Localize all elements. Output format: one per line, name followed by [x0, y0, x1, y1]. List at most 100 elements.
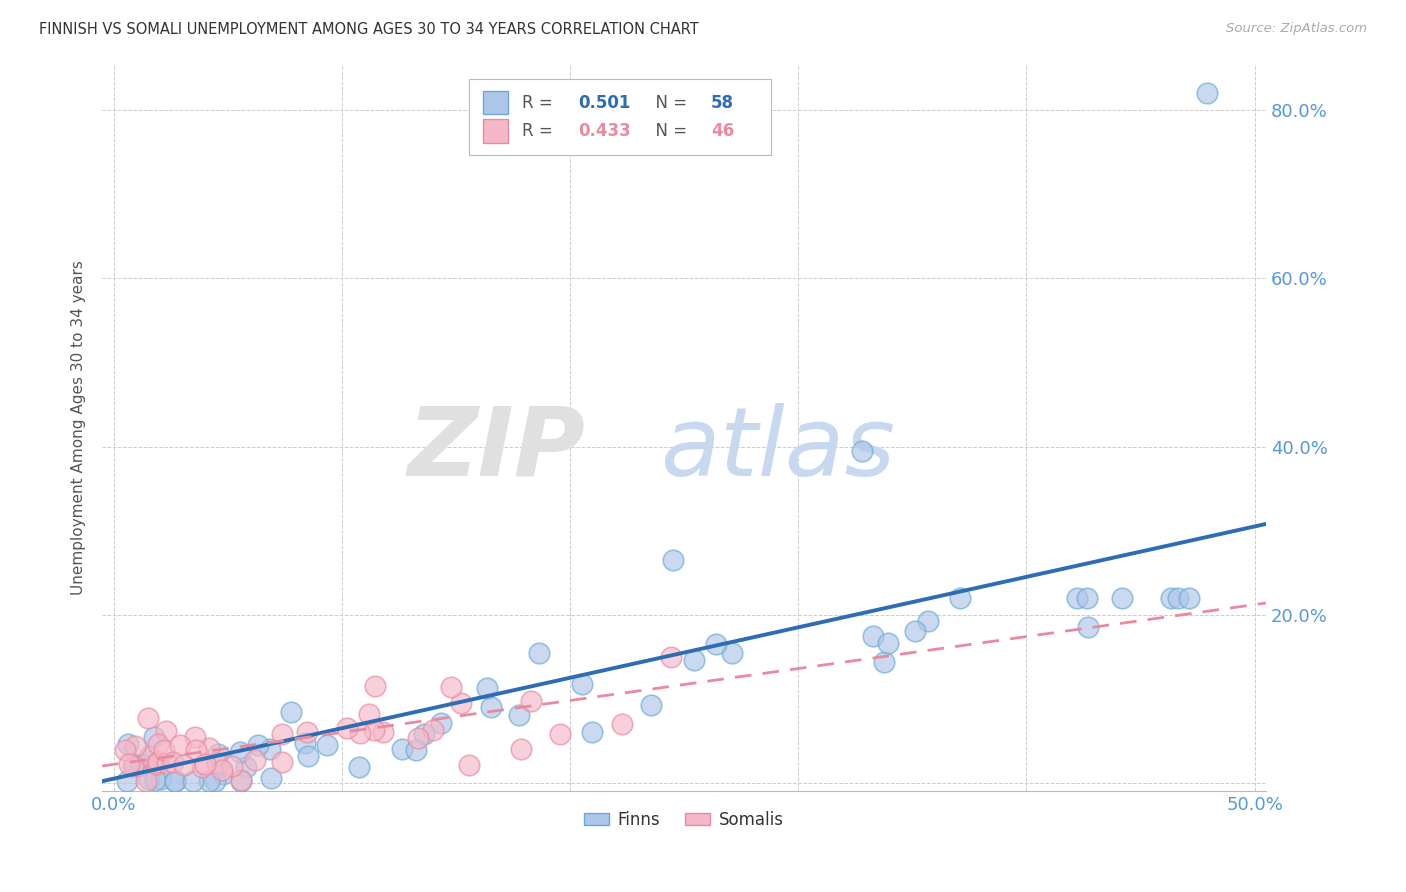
Finns: [280, 706, 302, 720]
Finns: [165, 774, 187, 789]
Finns: [508, 708, 530, 723]
Bar: [482, 120, 509, 143]
Finns: [1066, 591, 1088, 605]
Somalis: [221, 759, 243, 773]
Somalis: [422, 723, 444, 737]
Finns: [412, 727, 434, 741]
Somalis: [146, 756, 169, 771]
Finns: [475, 681, 498, 695]
Finns: [259, 741, 281, 756]
Somalis: [184, 743, 207, 757]
Text: N =: N =: [644, 122, 692, 140]
Finns: [228, 745, 250, 759]
Somalis: [190, 760, 212, 774]
Somalis: [169, 738, 191, 752]
Somalis: [135, 774, 157, 789]
Somalis: [295, 725, 318, 739]
Text: atlas: atlas: [659, 403, 894, 496]
Somalis: [270, 755, 292, 769]
Somalis: [439, 680, 461, 694]
Somalis: [519, 694, 541, 708]
Somalis: [114, 743, 136, 757]
Somalis: [229, 772, 252, 787]
Somalis: [450, 696, 472, 710]
Text: Source: ZipAtlas.com: Source: ZipAtlas.com: [1226, 22, 1367, 36]
Somalis: [138, 748, 160, 763]
Text: 0.501: 0.501: [578, 94, 630, 112]
Somalis: [173, 757, 195, 772]
Finns: [294, 735, 316, 749]
Finns: [904, 624, 927, 639]
Y-axis label: Unemployment Among Ages 30 to 34 years: Unemployment Among Ages 30 to 34 years: [72, 260, 86, 595]
Finns: [479, 699, 502, 714]
Finns: [1111, 591, 1133, 605]
Somalis: [194, 756, 217, 771]
Finns: [127, 759, 149, 773]
Finns: [704, 636, 727, 650]
Finns: [117, 737, 139, 751]
Finns: [297, 749, 319, 764]
Finns: [1167, 591, 1189, 605]
Text: 46: 46: [711, 122, 734, 140]
Text: R =: R =: [523, 122, 558, 140]
Somalis: [610, 717, 633, 731]
Finns: [115, 774, 138, 789]
Somalis: [336, 721, 359, 735]
Somalis: [363, 723, 385, 737]
Bar: [482, 91, 509, 114]
Finns: [1077, 620, 1099, 634]
Finns: [1195, 87, 1218, 101]
Finns: [661, 553, 683, 567]
Text: R =: R =: [523, 94, 558, 112]
Text: ZIP: ZIP: [408, 403, 585, 496]
Finns: [873, 655, 896, 669]
Somalis: [661, 650, 683, 665]
Finns: [877, 636, 900, 650]
Somalis: [143, 756, 166, 771]
Finns: [862, 629, 884, 643]
Somalis: [155, 724, 177, 739]
FancyBboxPatch shape: [468, 78, 772, 155]
Somalis: [349, 726, 371, 740]
Somalis: [243, 753, 266, 767]
Somalis: [211, 763, 233, 777]
Somalis: [205, 756, 228, 771]
Somalis: [153, 743, 176, 757]
Finns: [181, 774, 204, 789]
Somalis: [408, 731, 430, 745]
Somalis: [156, 756, 179, 770]
Finns: [211, 767, 233, 781]
Finns: [143, 772, 166, 787]
Finns: [138, 772, 160, 786]
Finns: [122, 756, 145, 771]
Finns: [721, 646, 744, 660]
Somalis: [371, 725, 394, 739]
Finns: [141, 750, 163, 764]
Text: 58: 58: [711, 94, 734, 112]
Finns: [1160, 591, 1182, 605]
Finns: [640, 698, 662, 713]
Finns: [1178, 591, 1201, 605]
Somalis: [184, 730, 207, 744]
Finns: [229, 774, 252, 789]
Finns: [581, 725, 603, 739]
Somalis: [162, 756, 184, 770]
Somalis: [124, 739, 146, 753]
Somalis: [136, 711, 159, 725]
Somalis: [146, 755, 169, 769]
Legend: Finns, Somalis: Finns, Somalis: [578, 804, 790, 835]
Finns: [391, 742, 413, 756]
Finns: [1076, 591, 1098, 605]
Finns: [207, 747, 229, 762]
Somalis: [363, 679, 385, 693]
Finns: [204, 774, 226, 789]
Finns: [143, 731, 166, 745]
Finns: [430, 716, 453, 731]
Somalis: [198, 741, 221, 756]
Finns: [131, 757, 153, 772]
Somalis: [548, 726, 571, 740]
Somalis: [146, 738, 169, 752]
Finns: [917, 614, 939, 628]
Finns: [529, 646, 551, 660]
Text: N =: N =: [644, 94, 692, 112]
